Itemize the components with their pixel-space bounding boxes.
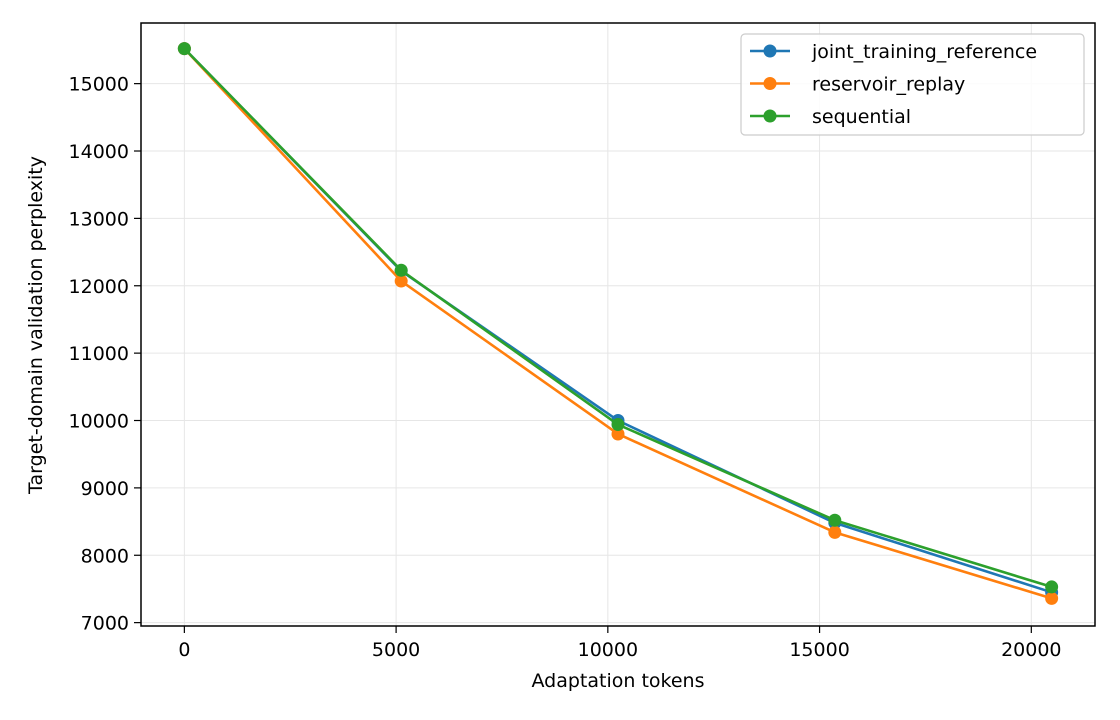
legend-marker-reservoir-replay — [763, 77, 777, 90]
legend-marker-sequential — [763, 109, 777, 123]
data-point-reservoir-replay — [611, 427, 625, 441]
data-point-sequential — [828, 513, 842, 527]
legend-label-reservoir-replay: reservoir_replay — [812, 74, 965, 96]
data-point-sequential — [394, 263, 408, 277]
data-point-reservoir-replay — [1045, 591, 1059, 605]
series-sequential — [177, 42, 1059, 594]
data-point-sequential — [611, 418, 625, 432]
y-tick-label: 9000 — [81, 478, 129, 500]
axis-ticks: 0 5000 10000 15000 20000 7000 8000 9000 10000 110… — [69, 74, 1062, 661]
data-point-reservoir-replay — [828, 525, 842, 539]
legend-label-sequential: sequential — [812, 106, 911, 128]
y-tick-label: 7000 — [81, 613, 129, 635]
data-point-sequential — [1045, 580, 1059, 594]
y-tick-label: 15000 — [69, 74, 129, 96]
x-tick-label: 20000 — [1001, 639, 1061, 661]
x-tick-label: 0 — [178, 639, 190, 661]
legend-box — [740, 33, 1085, 136]
y-axis-label: Target-domain validation perplexity — [25, 156, 47, 495]
legend-marker-joint-training-reference — [763, 44, 777, 58]
data-point-sequential — [177, 42, 191, 56]
x-tick-label: 5000 — [372, 639, 420, 661]
y-tick-label: 14000 — [69, 141, 129, 163]
y-tick-label: 8000 — [81, 545, 129, 567]
data-point-reservoir-replay — [394, 274, 408, 288]
legend-item-joint-training-reference: joint_training_reference — [750, 41, 1037, 63]
y-tick-label: 13000 — [69, 208, 129, 230]
x-tick-label: 15000 — [789, 639, 849, 661]
x-axis-label: Adaptation tokens — [532, 670, 705, 692]
legend-item-sequential: sequential — [750, 106, 911, 128]
y-tick-label: 12000 — [69, 276, 129, 298]
legend-label-joint-training-reference: joint_training_reference — [811, 41, 1037, 63]
y-tick-label: 11000 — [69, 343, 129, 365]
plot-frame — [140, 22, 1096, 627]
series-layer — [177, 42, 1059, 605]
x-tick-label: 10000 — [578, 639, 638, 661]
y-tick-label: 10000 — [69, 411, 129, 433]
legend: joint_training_reference reservoir_replay… — [740, 33, 1085, 136]
legend-item-reservoir-replay: reservoir_replay — [750, 74, 965, 96]
